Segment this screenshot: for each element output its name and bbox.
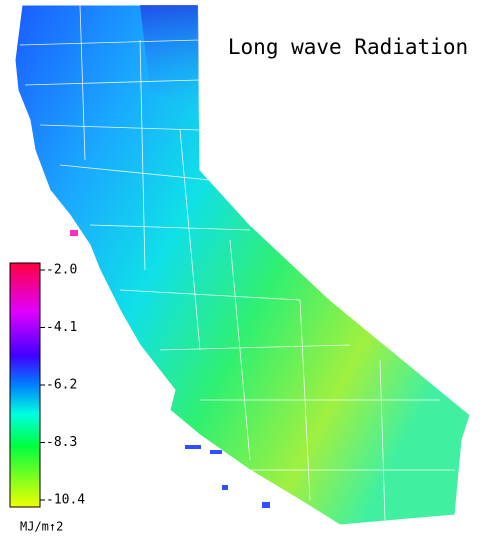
county-lines	[19, 4, 455, 521]
colorbar-ticks: -2.0 -4.1 -6.2 -8.3 -10.4	[40, 263, 85, 508]
colorbar-tick-label: -4.1	[46, 320, 77, 335]
colorbar-unit: MJ/m↑2	[20, 520, 63, 534]
california-map	[14, 4, 471, 526]
state-shape	[14, 4, 471, 526]
colorbar-tick-label: -10.4	[46, 493, 85, 508]
colorbar-tick-label: -2.0	[46, 263, 77, 278]
colorbar	[9, 262, 41, 508]
map-title: Long wave Radiation	[228, 35, 468, 59]
colorbar-tick-label: -8.3	[46, 435, 77, 450]
islands	[70, 230, 270, 508]
colorbar-tick-label: -6.2	[46, 378, 77, 393]
northern-region	[140, 5, 200, 110]
